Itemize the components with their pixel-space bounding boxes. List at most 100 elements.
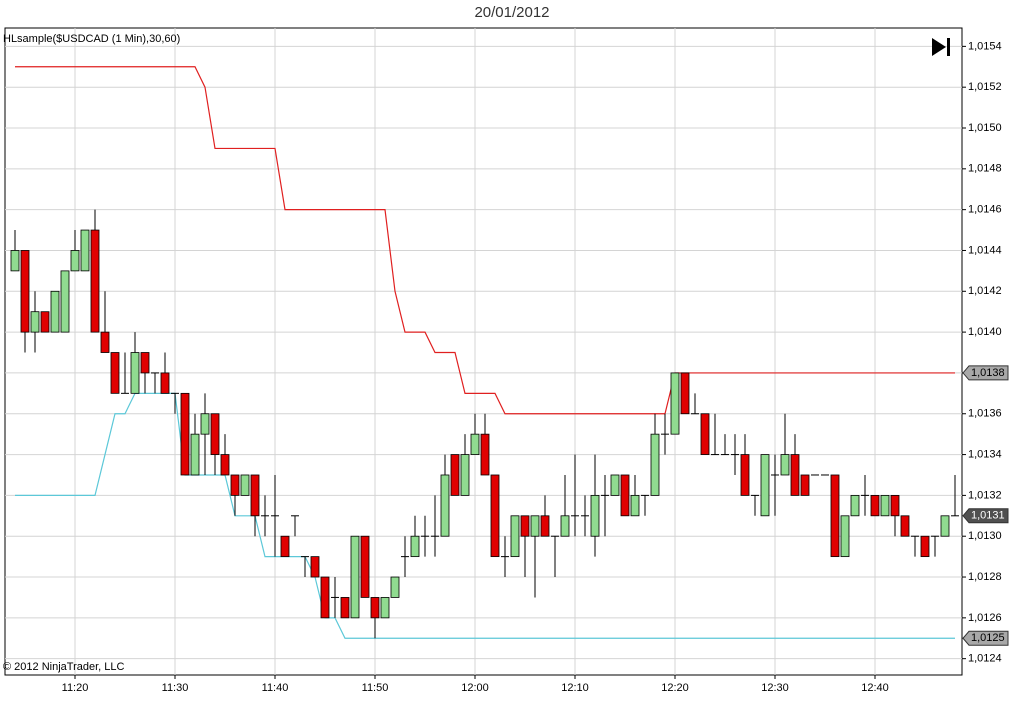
candle-body xyxy=(10,250,20,272)
candle-body xyxy=(760,454,770,517)
candle-body xyxy=(880,494,890,517)
candle-body xyxy=(210,413,220,455)
candle-body xyxy=(320,576,330,619)
candle-body xyxy=(790,454,800,496)
y-tick-label: 1,0142 xyxy=(968,285,1002,297)
candle-body xyxy=(130,352,140,394)
x-tick-label: 11:20 xyxy=(62,682,89,694)
candle-body xyxy=(380,597,390,619)
y-tick-label: 1,0144 xyxy=(968,244,1002,256)
indicator-line xyxy=(15,66,955,415)
candle-body xyxy=(140,352,150,374)
candle-body xyxy=(700,413,710,455)
scroll-end-button[interactable] xyxy=(932,38,950,56)
x-tick-label: 11:30 xyxy=(162,682,189,694)
candle-body xyxy=(20,250,30,333)
candle-body xyxy=(630,494,640,517)
candle-body xyxy=(520,515,530,537)
candle-body xyxy=(850,494,860,517)
x-tick-label: 12:10 xyxy=(561,682,589,694)
candle-body xyxy=(440,474,450,537)
candle-body xyxy=(110,352,120,394)
candle-body xyxy=(540,515,550,537)
candle-body xyxy=(870,494,880,517)
candle-body xyxy=(370,597,380,619)
x-tick-label: 12:40 xyxy=(861,682,889,694)
candle-body xyxy=(890,494,900,517)
candle-body xyxy=(40,311,50,333)
candle-body xyxy=(310,556,320,578)
candle-body xyxy=(680,372,690,415)
y-tick-label: 1,0130 xyxy=(968,530,1002,542)
candle-body xyxy=(350,535,360,619)
candle-body xyxy=(100,331,110,353)
x-tick-label: 12:20 xyxy=(661,682,689,694)
candle-body xyxy=(530,515,540,537)
price-marker xyxy=(962,508,1009,524)
candle-body xyxy=(180,392,190,476)
marks xyxy=(10,66,959,639)
copyright: © 2012 NinjaTrader, LLC xyxy=(3,661,124,673)
candle-body xyxy=(50,290,60,333)
price-marker-label: 1,0131 xyxy=(971,510,1005,522)
y-tick-label: 1,0126 xyxy=(968,612,1002,624)
x-tick-label: 11:50 xyxy=(362,682,389,694)
candle-body xyxy=(450,454,460,496)
price-marker-label: 1,0125 xyxy=(971,632,1005,644)
candle-body xyxy=(230,474,240,496)
candle-body xyxy=(160,372,170,394)
candle-body xyxy=(220,454,230,476)
chart-title: 20/01/2012 xyxy=(474,4,549,21)
candle-body xyxy=(610,474,620,496)
candle-body xyxy=(30,311,40,333)
price-marker-label: 1,0138 xyxy=(971,367,1005,379)
candle-body xyxy=(560,515,570,537)
candle-body xyxy=(240,474,250,496)
y-tick-label: 1,0140 xyxy=(968,326,1002,338)
candle-body xyxy=(200,413,210,435)
candle-body xyxy=(830,474,840,558)
candle-body xyxy=(470,433,480,455)
candle-body xyxy=(190,433,200,476)
candle-body xyxy=(390,576,400,598)
labels: 1,0124 1,0126 1,0128 1,0130 1,0132 1,0134 1,01… xyxy=(62,40,1009,694)
candle-body xyxy=(250,474,260,517)
y-tick-label: 1,0134 xyxy=(968,448,1002,460)
candle-body xyxy=(620,474,630,517)
y-tick-label: 1,0148 xyxy=(968,163,1002,175)
candle-body xyxy=(360,535,370,598)
candle-body xyxy=(340,597,350,619)
candle-body xyxy=(490,474,500,558)
y-tick-label: 1,0124 xyxy=(968,653,1002,665)
y-tick-label: 1,0136 xyxy=(968,408,1002,420)
y-tick-label: 1,0152 xyxy=(968,81,1002,93)
candle-body xyxy=(940,515,950,537)
candle-body xyxy=(840,515,850,558)
price-marker xyxy=(962,365,1009,381)
candle-body xyxy=(480,433,490,476)
candle-body xyxy=(60,270,70,333)
candle-body xyxy=(650,433,660,496)
candle-body xyxy=(90,229,100,333)
y-tick-label: 1,0132 xyxy=(968,489,1002,501)
candle-body xyxy=(510,515,520,558)
y-tick-label: 1,0154 xyxy=(968,40,1002,52)
candle-body xyxy=(590,494,600,537)
indicator-label: HLsample($USDCAD (1 Min),30,60) xyxy=(3,33,180,45)
y-tick-label: 1,0128 xyxy=(968,571,1002,583)
candle-body xyxy=(800,474,810,496)
y-tick-label: 1,0150 xyxy=(968,122,1002,134)
candle-body xyxy=(460,454,470,496)
plot-area xyxy=(4,27,963,676)
x-tick-label: 11:40 xyxy=(262,682,289,694)
candle-body xyxy=(670,372,680,435)
candle-body xyxy=(920,535,930,558)
candle-body xyxy=(740,454,750,496)
candle-body xyxy=(280,535,290,558)
candle-body xyxy=(410,535,420,558)
candle-body xyxy=(900,515,910,537)
candle-body xyxy=(70,250,80,272)
candle-body xyxy=(780,454,790,476)
price-marker xyxy=(962,630,1009,646)
